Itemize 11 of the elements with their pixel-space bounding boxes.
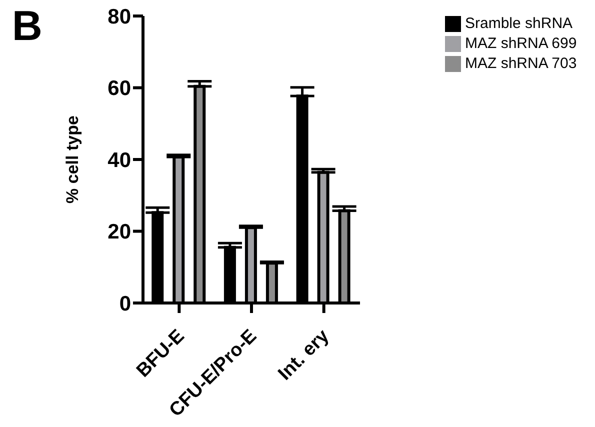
y-tick-label: 80 — [108, 5, 131, 28]
legend-label: MAZ shRNA 703 — [465, 55, 577, 72]
legend-label: Sramble shRNA — [465, 15, 573, 32]
y-tick-label: 60 — [108, 77, 131, 100]
y-tick-label: 40 — [108, 148, 131, 172]
x-tick-label: Int. ery — [274, 325, 334, 385]
legend-label: MAZ shRNA 699 — [465, 35, 577, 52]
y-tick-label: 20 — [108, 220, 131, 244]
y-axis-title: % cell type — [63, 116, 82, 204]
text: B — [12, 2, 42, 50]
y-tick-label: 0 — [119, 292, 131, 316]
